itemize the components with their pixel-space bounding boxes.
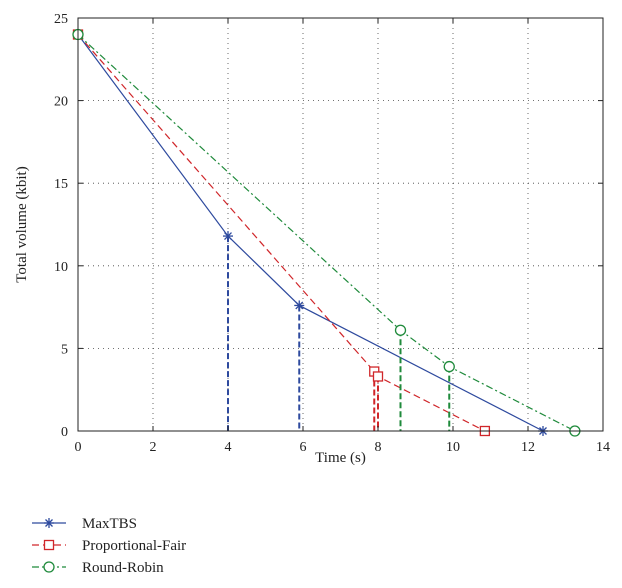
data-point-round-robin	[443, 360, 455, 373]
y-axis-label: Total volume (kbit)	[14, 166, 30, 282]
x-tick-label: 14	[596, 440, 610, 455]
series-proportional-fair	[72, 29, 491, 437]
legend-marker-maxtbs	[44, 518, 54, 528]
legend-item-proportional-fair: Proportional-Fair	[32, 538, 186, 554]
x-axis-label: Time (s)	[315, 450, 366, 466]
y-tick-label: 15	[54, 177, 68, 192]
series-round-robin	[72, 28, 581, 437]
data-point-maxtbs	[294, 300, 305, 311]
grid-lines	[78, 18, 603, 431]
x-tick-label: 8	[375, 440, 382, 455]
data-point-maxtbs	[223, 231, 233, 242]
series-line-maxtbs	[77, 34, 544, 432]
legend: MaxTBS Proportional-Fair Round-Robin	[32, 516, 186, 576]
y-tick-label: 10	[54, 260, 68, 275]
data-point-proportional-fair	[372, 371, 384, 382]
y-tick-label: 0	[61, 425, 68, 440]
x-tick-label: 10	[446, 440, 460, 455]
series-layer	[72, 28, 581, 437]
legend-item-round-robin: Round-Robin	[32, 560, 164, 576]
series-line-proportional-fair	[77, 34, 486, 432]
y-tick-label: 25	[54, 12, 68, 27]
plot-frame	[77, 17, 604, 432]
x-tick-label: 2	[150, 440, 157, 455]
legend-label-round-robin: Round-Robin	[82, 560, 164, 576]
tick-layer: 0 2 4 6 8 10 12 14 0 5 10 15 20 25	[54, 12, 610, 455]
data-point-round-robin	[394, 324, 407, 336]
y-tick-label: 20	[54, 95, 68, 110]
x-tick-label: 0	[75, 440, 82, 455]
x-tick-label: 6	[300, 440, 307, 455]
x-tick-label: 4	[225, 440, 232, 455]
legend-label-maxtbs: MaxTBS	[82, 516, 137, 532]
legend-label-proportional-fair: Proportional-Fair	[82, 538, 186, 554]
y-tick-label: 5	[61, 342, 68, 357]
legend-marker-proportional-fair	[43, 539, 55, 551]
series-line-round-robin	[77, 34, 576, 432]
legend-marker-round-robin	[43, 561, 55, 573]
x-tick-label: 12	[521, 440, 535, 455]
series-maxtbs	[73, 29, 548, 436]
legend-item-maxtbs: MaxTBS	[32, 516, 137, 532]
